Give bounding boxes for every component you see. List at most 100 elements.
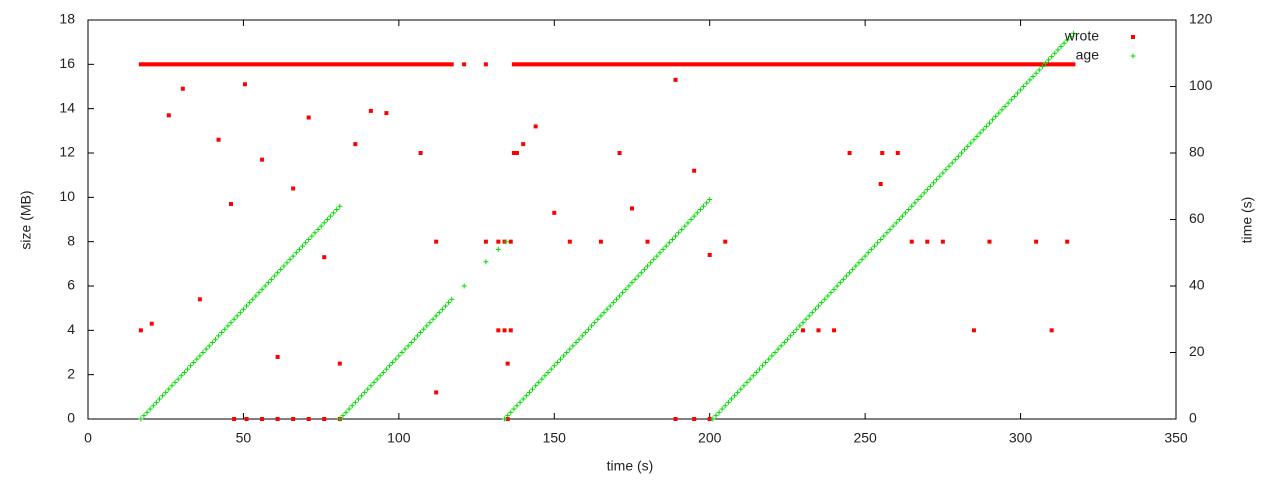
point: [355, 396, 361, 402]
point: [617, 62, 622, 67]
point: [390, 62, 395, 67]
point: [865, 250, 871, 256]
point: [548, 366, 554, 372]
point: [779, 62, 784, 67]
point: [240, 306, 246, 312]
point: [884, 230, 890, 236]
point: [384, 62, 389, 67]
point: [583, 62, 588, 67]
point: [166, 62, 171, 67]
point: [748, 62, 753, 67]
point: [163, 389, 169, 395]
point: [912, 62, 917, 67]
point: [869, 62, 874, 67]
point: [648, 62, 653, 67]
point: [1052, 62, 1057, 67]
point: [278, 62, 283, 67]
point: [698, 62, 703, 67]
point: [204, 62, 209, 67]
point: [352, 399, 358, 405]
point: [667, 62, 672, 67]
point: [993, 62, 998, 67]
point: [691, 213, 697, 219]
point: [141, 62, 146, 67]
point: [791, 330, 797, 336]
point: [993, 113, 999, 119]
point: [620, 62, 625, 67]
point: [1034, 239, 1039, 244]
point: [403, 62, 408, 67]
point: [1039, 64, 1045, 70]
point: [558, 356, 564, 362]
point: [828, 62, 833, 67]
point: [180, 86, 185, 91]
point: [959, 150, 965, 156]
point: [275, 417, 280, 421]
legend-marker: [1131, 35, 1135, 39]
point: [987, 62, 992, 67]
point: [919, 62, 924, 67]
point: [542, 62, 547, 67]
point: [1037, 62, 1042, 67]
point: [772, 62, 777, 67]
point: [306, 115, 311, 120]
point: [238, 62, 243, 67]
point: [608, 62, 613, 67]
point: [436, 310, 442, 316]
legend-marker: [1130, 53, 1136, 59]
y2-tick-label: 40: [1189, 277, 1205, 293]
point: [334, 62, 339, 67]
point: [527, 62, 532, 67]
point: [924, 187, 930, 193]
point: [536, 379, 542, 385]
point: [717, 62, 722, 67]
point: [552, 210, 557, 215]
point: [268, 276, 274, 282]
point: [319, 62, 324, 67]
point: [381, 62, 386, 67]
point: [971, 137, 977, 143]
point: [570, 343, 576, 349]
point: [950, 62, 955, 67]
point: [965, 143, 971, 149]
point: [607, 303, 613, 309]
point: [533, 383, 539, 389]
x-tick-label: 50: [236, 430, 252, 446]
point: [661, 62, 666, 67]
point: [390, 359, 396, 365]
point: [384, 111, 389, 116]
point: [604, 306, 610, 312]
point: [1002, 103, 1008, 109]
point: [306, 417, 311, 421]
point: [440, 62, 445, 67]
point: [676, 230, 682, 236]
point: [831, 286, 837, 292]
point: [595, 316, 601, 322]
point: [328, 62, 333, 67]
point: [723, 62, 728, 67]
point: [278, 266, 284, 272]
point: [679, 226, 685, 232]
point: [244, 417, 249, 421]
point: [434, 239, 439, 244]
point: [1031, 62, 1036, 67]
point: [626, 62, 631, 67]
point: [745, 62, 750, 67]
point: [692, 168, 697, 173]
point: [884, 62, 889, 67]
y2-axis-label: time (s): [1239, 197, 1255, 244]
point: [940, 170, 946, 176]
y-tick-label: 16: [59, 55, 75, 71]
point: [163, 62, 168, 67]
point: [999, 107, 1005, 113]
point: [701, 62, 706, 67]
point: [800, 328, 805, 333]
point: [555, 62, 560, 67]
point: [676, 62, 681, 67]
point: [962, 147, 968, 153]
point: [356, 62, 361, 67]
point: [894, 62, 899, 67]
point: [418, 151, 423, 155]
point: [138, 328, 143, 333]
